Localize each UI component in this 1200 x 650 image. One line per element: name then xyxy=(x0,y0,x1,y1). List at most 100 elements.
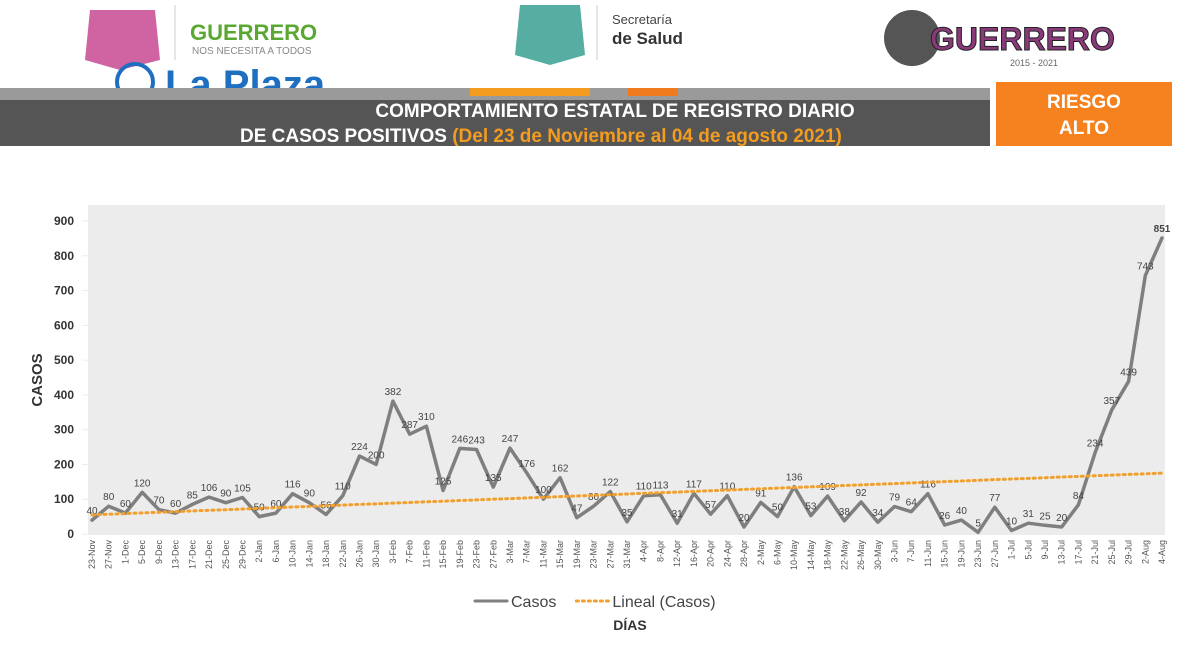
data-label: 176 xyxy=(518,459,535,470)
data-label: 105 xyxy=(234,483,251,494)
x-tick-label: 2-Jan xyxy=(254,540,264,563)
data-label: 110 xyxy=(636,482,652,493)
x-tick-label: 21-Jul xyxy=(1090,540,1100,565)
data-label: 116 xyxy=(920,480,936,491)
data-label: 57 xyxy=(705,500,717,511)
data-label: 31 xyxy=(1023,509,1035,520)
x-tick-label: 14-Jan xyxy=(304,540,314,568)
x-tick-label: 1-Jul xyxy=(1007,540,1017,560)
y-tick-label: 0 xyxy=(67,527,74,541)
right-title: GUERRERO xyxy=(930,21,1115,57)
data-label: 25 xyxy=(1039,511,1051,522)
center-line2: de Salud xyxy=(612,29,683,48)
logo-left xyxy=(85,10,160,70)
x-tick-label: 15-Feb xyxy=(438,540,448,569)
x-tick-label: 23-Mar xyxy=(589,540,599,569)
x-tick-label: 25-Jul xyxy=(1107,540,1117,565)
data-label: 234 xyxy=(1087,439,1104,450)
data-label: 84 xyxy=(1073,491,1085,502)
x-tick-label: 11-Mar xyxy=(538,540,548,568)
title-bar xyxy=(0,100,990,146)
logo-title: GUERRERO xyxy=(190,20,317,45)
logo-right xyxy=(884,10,940,66)
chart-title: DE CASOS POSITIVOS (Del 23 de Noviembre … xyxy=(240,126,842,147)
x-tick-label: 6-May xyxy=(772,540,782,566)
x-tick-label: 31-Mar xyxy=(622,540,632,569)
x-tick-label: 9-Jul xyxy=(1040,540,1050,560)
x-tick-label: 15-Jun xyxy=(940,540,950,568)
data-label: 47 xyxy=(571,504,583,515)
data-label: 110 xyxy=(335,482,351,493)
x-tick-label: 6-Jan xyxy=(271,540,281,563)
data-label: 80 xyxy=(103,492,115,503)
x-axis-label: DÍAS xyxy=(613,617,646,633)
band-accent xyxy=(470,88,590,96)
x-tick-label: 22-May xyxy=(839,540,849,571)
x-tick-label: 4-Aug xyxy=(1157,540,1167,564)
data-label: 116 xyxy=(285,480,301,491)
x-tick-label: 3-Feb xyxy=(388,540,398,564)
data-label: 79 xyxy=(889,493,901,504)
data-label: 110 xyxy=(719,482,735,493)
data-label: 64 xyxy=(906,498,918,509)
x-tick-label: 12-Apr xyxy=(672,540,682,567)
data-label: 200 xyxy=(368,450,385,461)
x-tick-label: 2-Aug xyxy=(1140,540,1150,564)
data-label: 224 xyxy=(351,442,368,453)
x-tick-label: 11-Jun xyxy=(923,540,933,567)
data-label: 40 xyxy=(86,506,98,517)
data-label: 20 xyxy=(1056,513,1068,524)
x-tick-label: 13-Dec xyxy=(171,540,181,570)
x-tick-label: 9-Dec xyxy=(154,540,164,565)
logo-center xyxy=(515,5,585,65)
data-label: 109 xyxy=(819,482,836,493)
x-tick-label: 5-Dec xyxy=(137,540,147,565)
data-label: 100 xyxy=(535,485,552,496)
x-tick-label: 24-Apr xyxy=(722,540,732,567)
x-tick-label: 3-Jun xyxy=(890,540,900,563)
data-label: 90 xyxy=(220,489,232,500)
data-label: 80 xyxy=(588,492,600,503)
x-tick-label: 11-Feb xyxy=(421,540,431,568)
data-label: 117 xyxy=(686,479,702,490)
x-tick-label: 2-May xyxy=(756,540,766,566)
x-tick-label: 18-Jan xyxy=(321,540,331,568)
x-tick-label: 3-Mar xyxy=(505,540,515,564)
data-label: 122 xyxy=(602,478,619,489)
y-tick-label: 200 xyxy=(54,457,74,471)
data-label: 26 xyxy=(939,511,951,522)
data-label: 136 xyxy=(786,473,803,484)
data-label: 77 xyxy=(989,493,1001,504)
data-label: 20 xyxy=(738,513,750,524)
data-label: 357 xyxy=(1104,396,1121,407)
x-tick-label: 29-Jul xyxy=(1124,540,1134,565)
legend-label: Casos xyxy=(511,594,556,611)
x-tick-label: 18-May xyxy=(823,540,833,571)
y-tick-label: 900 xyxy=(54,214,74,228)
band-accent xyxy=(628,88,678,96)
x-tick-label: 22-Jan xyxy=(338,540,348,568)
data-label: 310 xyxy=(418,412,435,423)
data-label: 91 xyxy=(755,488,767,499)
data-label: 92 xyxy=(856,488,868,499)
data-label: 60 xyxy=(120,499,132,510)
data-label: 851 xyxy=(1154,224,1171,235)
data-label: 34 xyxy=(872,508,884,519)
x-tick-label: 7-Feb xyxy=(405,540,415,564)
y-tick-label: 300 xyxy=(54,423,74,437)
x-tick-label: 30-Jan xyxy=(371,540,381,568)
y-tick-label: 700 xyxy=(54,284,74,298)
x-tick-label: 17-Dec xyxy=(187,540,197,570)
x-tick-label: 16-Apr xyxy=(689,540,699,567)
center-line1: Secretaría xyxy=(612,12,673,27)
x-tick-label: 7-Mar xyxy=(522,540,532,564)
right-years: 2015 - 2021 xyxy=(1010,58,1058,68)
x-tick-label: 23-Nov xyxy=(87,540,97,570)
x-tick-label: 14-May xyxy=(806,540,816,571)
data-label: 243 xyxy=(468,435,485,446)
title-range: (Del 23 de Noviembre al 04 de agosto 202… xyxy=(452,126,842,147)
data-label: 85 xyxy=(187,490,199,501)
x-tick-label: 27-Mar xyxy=(605,540,615,569)
